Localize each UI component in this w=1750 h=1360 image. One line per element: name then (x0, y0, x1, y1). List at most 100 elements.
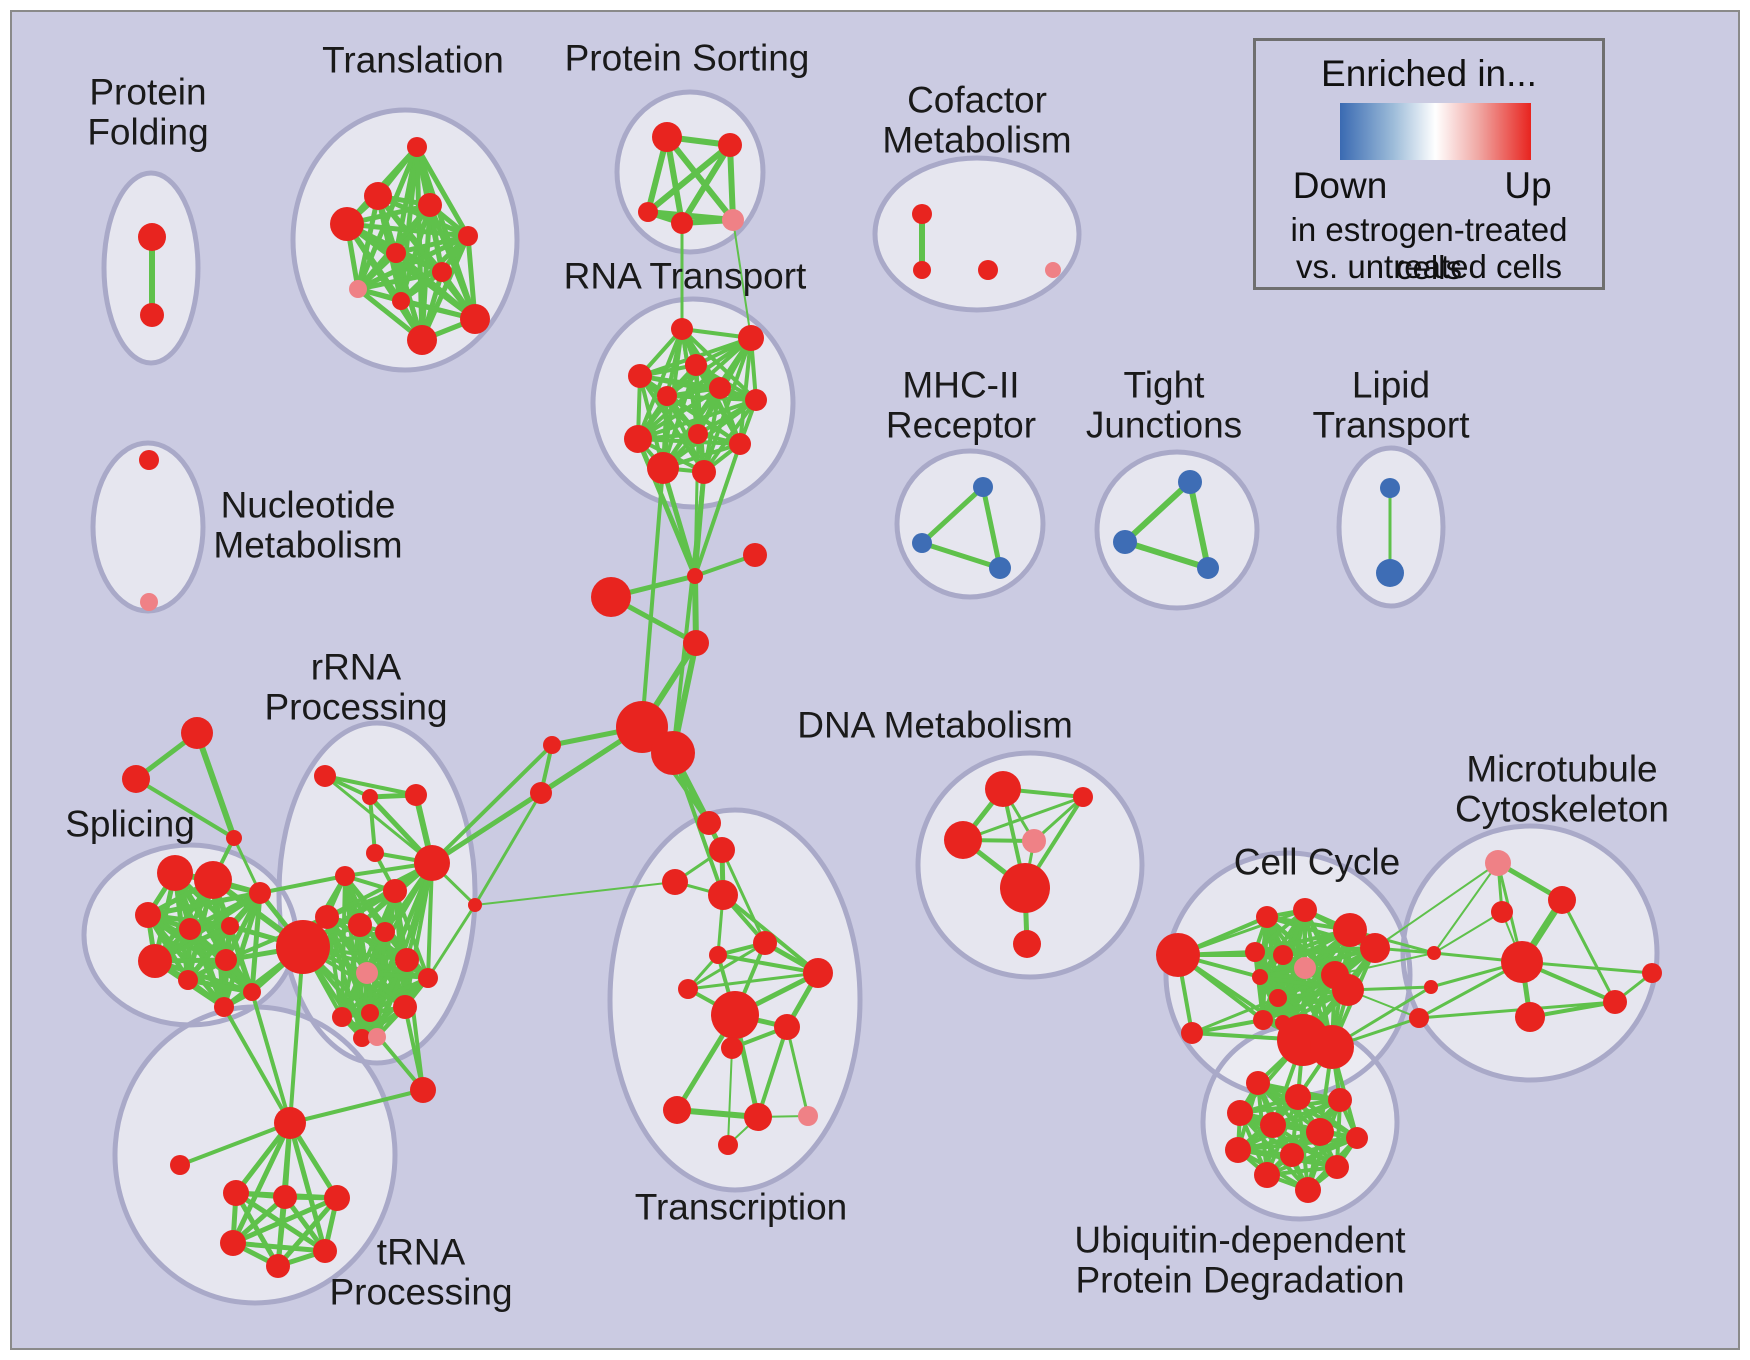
node-rt1 (671, 318, 693, 340)
cluster-label-nucleotide-metabolism-line0: Nucleotide (221, 485, 396, 526)
edge-t4-t10 (427, 202, 478, 322)
node-ub2 (1285, 1084, 1311, 1110)
node-sp7 (138, 944, 172, 978)
edge-tr5-tr7 (716, 953, 820, 975)
node-nm1 (139, 450, 159, 470)
cluster-outline-rrna-processing (276, 720, 478, 1066)
node-ub8 (1225, 1137, 1251, 1163)
node-tj3 (1197, 557, 1219, 579)
edge-t1-t5 (414, 144, 471, 239)
edge-tr4-tr6 (686, 941, 767, 991)
edge-c7-rr7 (430, 743, 554, 865)
node-mt6 (1642, 963, 1662, 983)
node-j3 (1409, 1008, 1429, 1028)
edge-cc4-cc6 (1281, 946, 1377, 957)
node-ccS (1181, 1022, 1203, 1044)
node-t4 (418, 193, 442, 217)
edge-t4-t11 (419, 202, 433, 343)
node-tr12 (744, 1103, 772, 1131)
cluster-label-cofactor-metabolism-line1: Metabolism (882, 120, 1071, 161)
edge-rr7-rr12 (426, 861, 434, 980)
cluster-outline-nucleotide-metabolism (90, 440, 206, 614)
node-ub12 (1295, 1177, 1321, 1203)
cluster-label-microtubule-cytoskeleton-line1: Cytoskeleton (1455, 789, 1669, 830)
cluster-outline-mhc-ii-receptor (894, 448, 1046, 600)
node-t7 (432, 262, 452, 282)
edge-x1-x3 (194, 730, 237, 841)
node-sp5 (221, 917, 239, 935)
node-cc5 (1245, 942, 1265, 962)
node-tr2 (662, 869, 688, 895)
node-t10 (460, 304, 490, 334)
cluster-label-rrna-processing-line0: rRNA (311, 647, 402, 688)
edge-tr1-tr4 (720, 848, 767, 945)
edge-j1-cc8 (1334, 952, 1435, 976)
node-sp1 (157, 855, 193, 891)
node-c5 (616, 701, 668, 753)
edge-ccS-cc12 (1190, 1018, 1265, 1035)
node-rr1 (314, 765, 336, 787)
node-rrh (276, 920, 330, 974)
edge-rr7-rr13 (403, 861, 434, 1009)
edge-trh-ln1 (178, 1121, 292, 1167)
node-cc9 (1332, 974, 1364, 1006)
node-rt11 (647, 452, 679, 484)
node-ub1 (1246, 1071, 1270, 1095)
cluster-label-mhc-ii-receptor-line1: Receptor (886, 405, 1036, 446)
node-c2 (743, 543, 767, 567)
cluster-label-mhc-ii-receptor-line0: MHC-II (902, 365, 1019, 406)
edge-rr1-rr7 (323, 774, 434, 865)
node-tr4 (753, 931, 777, 955)
cluster-outline-protein-folding (101, 170, 201, 366)
node-tr11 (663, 1096, 691, 1124)
node-x1 (181, 717, 213, 749)
edge-tn4-tn5 (230, 1240, 328, 1254)
node-cf2 (913, 261, 931, 279)
node-ccL (1156, 933, 1200, 977)
edge-ccL-cc2 (1176, 908, 1307, 957)
node-c6 (651, 731, 695, 775)
node-mt3 (1491, 901, 1513, 923)
node-cf1 (912, 204, 932, 224)
cluster-outline-protein-sorting (614, 89, 766, 255)
node-c7 (543, 736, 561, 754)
edge-ub7-ub11 (1265, 1136, 1359, 1177)
cluster-outline-translation (290, 107, 520, 373)
edge-t5-t6 (393, 233, 471, 256)
edge-rt10-c1 (693, 442, 742, 578)
node-rr7 (414, 845, 450, 881)
node-t5 (458, 226, 478, 246)
cluster-outline-cofactor-metabolism (872, 155, 1082, 313)
legend-title: Enriched in... (1321, 53, 1537, 94)
node-tn1 (223, 1180, 249, 1206)
edge-rt3-rt12 (638, 374, 706, 474)
edge-rt4-rt11 (661, 363, 698, 470)
cluster-label-transcription-line0: Transcription (635, 1187, 847, 1228)
edge-mt2-mt5 (1560, 898, 1617, 1004)
node-rt10 (729, 433, 751, 455)
edge-trh-tn4 (230, 1120, 293, 1246)
edge-rt2-rt10 (738, 336, 753, 446)
node-c4 (683, 630, 709, 656)
edge-m1-m3 (980, 484, 1003, 571)
node-dm5 (1000, 863, 1050, 913)
node-ub11 (1254, 1162, 1280, 1188)
node-t1 (407, 137, 427, 157)
node-rr4 (366, 844, 384, 862)
node-rp2 (368, 1028, 386, 1046)
node-rr14 (361, 1004, 379, 1022)
node-tn3 (324, 1185, 350, 1211)
node-tr8 (711, 991, 759, 1039)
node-sp3 (135, 902, 161, 928)
node-sp4 (179, 918, 201, 940)
cluster-label-dna-metabolism-line0: DNA Metabolism (797, 705, 1073, 746)
edge-rt11-c5 (640, 466, 665, 729)
legend-down-label: Down (1292, 165, 1388, 206)
node-c1 (687, 568, 703, 584)
node-rt5 (657, 386, 677, 406)
legend-gradient-bar (1340, 103, 1531, 160)
edge-rt6-rt8 (636, 386, 722, 441)
legend-caption-line1: in estrogen-treated cells (1290, 211, 1568, 286)
node-j2 (1424, 980, 1438, 994)
node-tr1 (709, 837, 735, 863)
